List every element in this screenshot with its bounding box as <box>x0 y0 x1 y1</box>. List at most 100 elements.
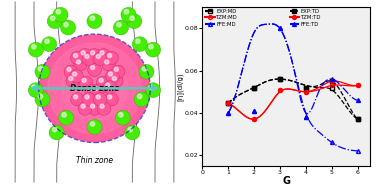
Circle shape <box>53 7 68 22</box>
Circle shape <box>128 127 132 132</box>
Circle shape <box>91 84 104 98</box>
Circle shape <box>90 16 94 20</box>
Circle shape <box>28 42 43 57</box>
Circle shape <box>97 102 111 115</box>
Circle shape <box>73 95 77 99</box>
Text: Thin zone: Thin zone <box>76 156 113 164</box>
Circle shape <box>81 51 85 55</box>
Circle shape <box>82 78 86 82</box>
Circle shape <box>106 83 110 87</box>
Circle shape <box>149 85 153 89</box>
Circle shape <box>38 67 43 71</box>
Circle shape <box>134 92 149 107</box>
Circle shape <box>112 77 116 81</box>
Circle shape <box>96 76 110 89</box>
Circle shape <box>93 93 107 106</box>
Circle shape <box>149 45 153 49</box>
Circle shape <box>93 87 98 91</box>
Circle shape <box>59 110 74 125</box>
Circle shape <box>146 83 161 98</box>
Circle shape <box>105 93 118 106</box>
Circle shape <box>42 37 57 52</box>
Circle shape <box>112 65 125 78</box>
X-axis label: G: G <box>282 176 290 184</box>
Circle shape <box>82 52 96 66</box>
Circle shape <box>105 51 118 65</box>
Circle shape <box>47 14 62 29</box>
Circle shape <box>40 35 149 142</box>
Circle shape <box>85 54 89 59</box>
Circle shape <box>28 83 43 98</box>
Circle shape <box>100 51 104 55</box>
Text: Dense zone: Dense zone <box>70 84 119 93</box>
Circle shape <box>127 14 142 29</box>
Legend: EXP:TD, TZM:TD, FFE:TD: EXP:TD, TZM:TD, FFE:TD <box>289 8 321 27</box>
Circle shape <box>106 70 119 83</box>
Circle shape <box>119 113 123 117</box>
Circle shape <box>67 67 71 71</box>
Circle shape <box>81 104 85 108</box>
Circle shape <box>96 95 101 99</box>
Circle shape <box>114 67 118 71</box>
Circle shape <box>138 94 142 99</box>
Circle shape <box>87 14 102 29</box>
Circle shape <box>62 56 127 120</box>
Circle shape <box>91 66 95 70</box>
Circle shape <box>130 16 135 20</box>
Circle shape <box>91 51 95 55</box>
Circle shape <box>62 113 67 117</box>
Circle shape <box>142 67 147 71</box>
Circle shape <box>88 63 101 77</box>
Circle shape <box>78 49 92 62</box>
Circle shape <box>73 58 87 71</box>
Circle shape <box>52 127 57 132</box>
Circle shape <box>79 76 93 89</box>
Circle shape <box>35 92 50 107</box>
Circle shape <box>48 43 141 134</box>
Circle shape <box>146 42 161 57</box>
Circle shape <box>49 125 64 140</box>
Circle shape <box>88 102 101 115</box>
Y-axis label: [η](dl/g): [η](dl/g) <box>176 72 183 101</box>
Circle shape <box>124 10 129 14</box>
Circle shape <box>121 7 136 22</box>
Circle shape <box>87 120 102 134</box>
Circle shape <box>100 104 104 108</box>
Circle shape <box>125 125 140 140</box>
Circle shape <box>78 102 92 115</box>
Circle shape <box>135 39 140 43</box>
Circle shape <box>132 37 147 52</box>
Circle shape <box>116 22 121 27</box>
Circle shape <box>69 77 73 81</box>
Circle shape <box>38 94 43 99</box>
Circle shape <box>45 39 49 43</box>
Circle shape <box>71 93 84 106</box>
Circle shape <box>139 64 154 79</box>
Circle shape <box>88 49 101 62</box>
Circle shape <box>56 10 61 14</box>
Circle shape <box>76 60 81 64</box>
Circle shape <box>93 52 107 66</box>
Circle shape <box>71 51 84 65</box>
Circle shape <box>88 87 92 91</box>
Circle shape <box>60 20 76 35</box>
Circle shape <box>105 60 109 64</box>
Circle shape <box>85 95 89 99</box>
Circle shape <box>97 49 111 62</box>
Circle shape <box>32 45 36 49</box>
Circle shape <box>85 84 98 98</box>
Circle shape <box>51 16 55 20</box>
Circle shape <box>110 74 123 88</box>
Circle shape <box>99 78 103 82</box>
Circle shape <box>108 54 112 58</box>
Circle shape <box>108 72 113 76</box>
Circle shape <box>35 64 50 79</box>
Circle shape <box>73 72 77 76</box>
Circle shape <box>64 22 68 27</box>
Circle shape <box>82 93 96 106</box>
Circle shape <box>90 122 94 126</box>
Circle shape <box>64 65 78 78</box>
Circle shape <box>113 20 129 35</box>
Circle shape <box>73 54 77 58</box>
Circle shape <box>115 110 130 125</box>
